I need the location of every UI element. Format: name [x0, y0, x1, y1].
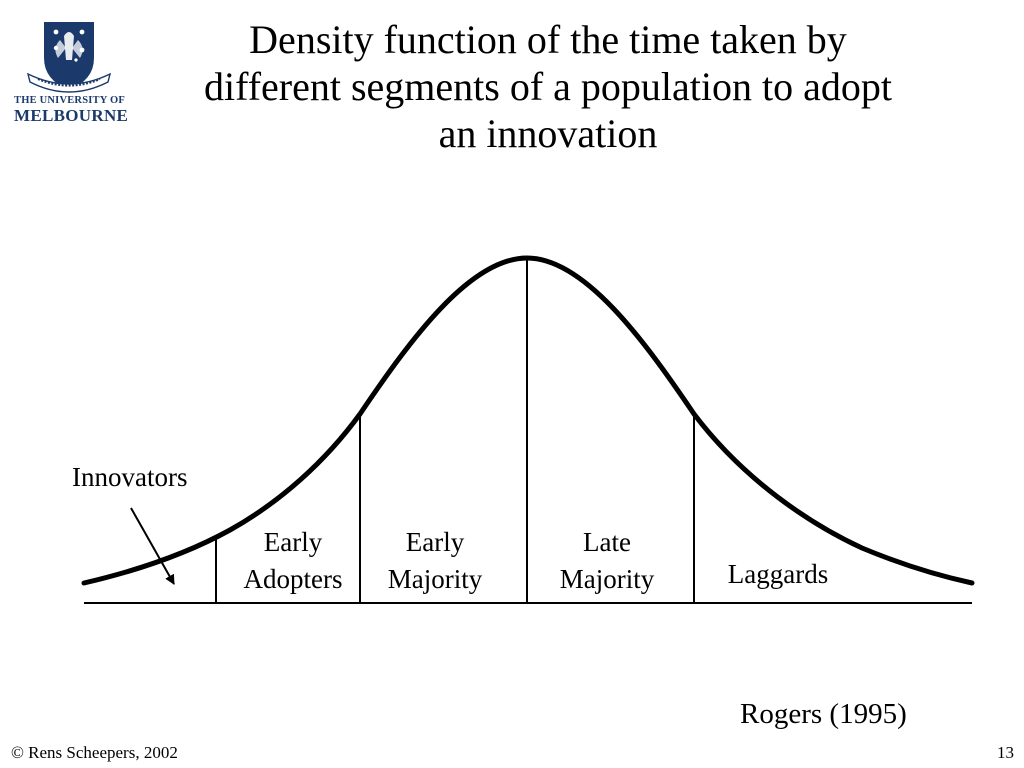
title-line: an innovation [438, 111, 658, 156]
university-crest-icon [26, 22, 112, 93]
university-logo: THE UNIVERSITY OF MELBOURNE [14, 18, 129, 126]
title-line: Density function of the time taken by [249, 17, 847, 62]
segment-label-late-majority: Late Majority [548, 524, 666, 598]
logo-university-of: THE UNIVERSITY OF [14, 95, 125, 106]
segment-label-line: Laggards [727, 559, 829, 589]
segment-label-line: Majority [387, 564, 483, 594]
density-curve [81, 255, 975, 586]
segment-label-early-adopters: Early Adopters [234, 524, 352, 598]
segment-label-laggards: Laggards [716, 556, 840, 593]
segment-label-line: Adopters [243, 564, 343, 594]
segment-label-early-majority: Early Majority [376, 524, 494, 598]
innovators-arrow [130, 507, 175, 585]
logo-melbourne: MELBOURNE [14, 106, 129, 125]
segment-label-line: Early [405, 527, 465, 557]
footer-copyright: © Rens Scheepers, 2002 [11, 743, 178, 762]
segment-label-line: Majority [559, 564, 655, 594]
innovators-label: Innovators [72, 462, 188, 492]
segment-label-line: Late [583, 527, 631, 557]
page-number: 13 [997, 743, 1014, 762]
slide-title: Density function of the time taken by di… [130, 16, 966, 157]
title-line: different segments of a population to ad… [204, 64, 892, 109]
segment-label-line: Early [263, 527, 323, 557]
citation: Rogers (1995) [740, 698, 907, 730]
